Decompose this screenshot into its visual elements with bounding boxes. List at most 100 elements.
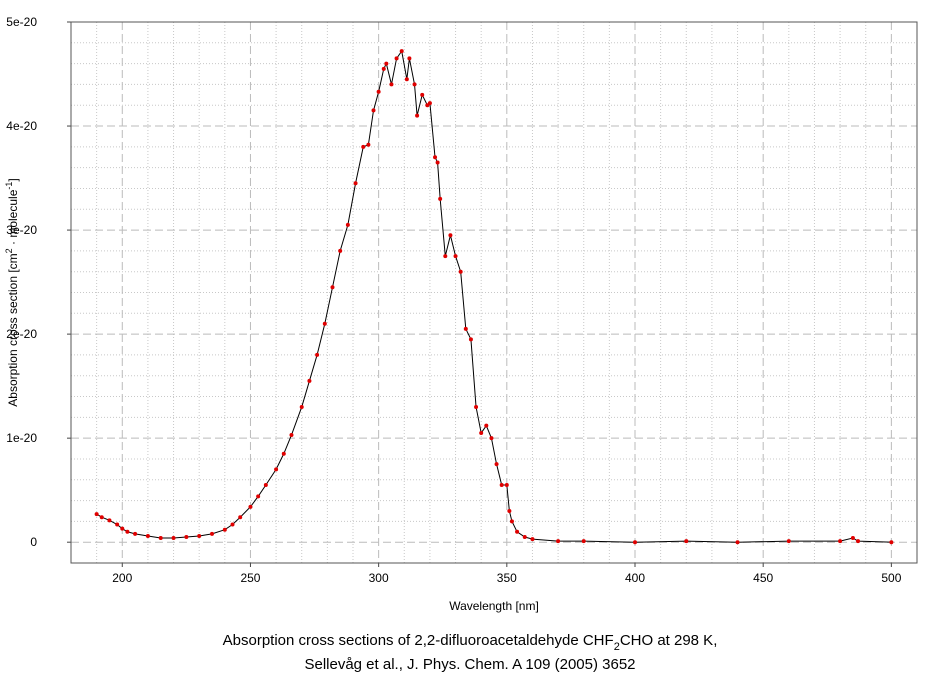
data-point bbox=[338, 248, 343, 253]
data-point bbox=[322, 321, 327, 326]
data-point bbox=[474, 404, 479, 409]
x-tick-label: 350 bbox=[497, 571, 517, 585]
y-axis-label-part: -1 bbox=[4, 182, 14, 190]
plot-frame bbox=[70, 21, 918, 564]
data-point bbox=[289, 433, 294, 438]
data-point bbox=[145, 533, 150, 538]
data-point bbox=[353, 181, 358, 186]
data-point bbox=[94, 512, 99, 517]
y-tick-label: 1e-20 bbox=[6, 431, 37, 445]
data-point bbox=[389, 82, 394, 87]
data-point bbox=[850, 536, 855, 541]
data-point bbox=[376, 89, 381, 94]
data-point bbox=[889, 540, 894, 545]
chart-title: Sellevåg et al., J. Phys. Chem. A 109 (2… bbox=[304, 656, 635, 673]
data-point bbox=[256, 494, 261, 499]
data-point bbox=[299, 404, 304, 409]
data-point bbox=[399, 49, 404, 54]
data-point bbox=[366, 142, 371, 147]
data-point bbox=[856, 539, 861, 544]
data-point bbox=[210, 531, 214, 536]
data-point bbox=[107, 518, 112, 523]
data-point bbox=[522, 534, 527, 539]
data-point bbox=[489, 436, 494, 441]
y-axis-label-part: 2 bbox=[4, 248, 14, 253]
data-point bbox=[197, 533, 202, 538]
data-point bbox=[479, 430, 484, 435]
x-tick-label: 400 bbox=[625, 571, 645, 585]
data-point bbox=[458, 269, 463, 274]
data-point bbox=[433, 155, 438, 160]
y-tick-label: 2e-20 bbox=[6, 327, 37, 341]
data-point bbox=[438, 196, 443, 201]
data-point bbox=[515, 529, 520, 534]
y-tick-label: 3e-20 bbox=[6, 223, 37, 237]
data-point bbox=[581, 539, 586, 544]
data-point bbox=[448, 233, 453, 238]
data-point bbox=[838, 539, 843, 544]
chart-title-part: 2 bbox=[614, 641, 620, 653]
data-point bbox=[361, 144, 366, 149]
data-point bbox=[281, 451, 286, 456]
data-point bbox=[248, 504, 253, 509]
data-point bbox=[507, 508, 512, 513]
data-point bbox=[307, 378, 312, 383]
data-point bbox=[443, 254, 448, 259]
data-point bbox=[786, 539, 791, 544]
data-point bbox=[453, 254, 458, 259]
x-tick-label: 500 bbox=[881, 571, 901, 585]
x-axis-label: Wavelength [nm] bbox=[449, 599, 539, 613]
data-point bbox=[420, 92, 425, 97]
data-point bbox=[412, 82, 417, 87]
data-point bbox=[371, 108, 376, 113]
data-point bbox=[133, 531, 138, 536]
data-point bbox=[407, 56, 412, 61]
data-point bbox=[463, 326, 468, 331]
data-point bbox=[125, 529, 130, 534]
y-tick-label: 5e-20 bbox=[6, 15, 37, 29]
data-point bbox=[509, 519, 514, 524]
x-tick-label: 300 bbox=[369, 571, 389, 585]
chart-title-part: Sellevåg et al., J. Phys. Chem. A 109 (2… bbox=[304, 656, 635, 673]
data-point bbox=[222, 527, 227, 532]
data-point bbox=[735, 540, 740, 545]
data-point bbox=[499, 482, 504, 487]
data-point bbox=[530, 537, 535, 542]
data-point bbox=[484, 423, 489, 428]
data-line bbox=[96, 49, 892, 543]
data-point bbox=[230, 522, 235, 527]
data-point bbox=[184, 534, 189, 539]
y-axis-label-part: · molecule bbox=[6, 189, 20, 248]
x-tick-label: 450 bbox=[753, 571, 773, 585]
data-point bbox=[684, 539, 689, 544]
data-point bbox=[115, 522, 120, 527]
data-point bbox=[435, 160, 440, 165]
chart-title-part: Absorption cross sections of 2,2-difluor… bbox=[223, 632, 614, 649]
data-point bbox=[415, 113, 420, 118]
data-point bbox=[99, 515, 104, 520]
data-point bbox=[315, 352, 320, 357]
chart-title: Absorption cross sections of 2,2-difluor… bbox=[223, 632, 718, 653]
chart-title-part: CHO at 298 K, bbox=[620, 632, 718, 649]
y-axis-label-part: ] bbox=[6, 178, 20, 181]
data-point bbox=[120, 526, 125, 531]
data-point bbox=[263, 482, 268, 487]
data-point bbox=[381, 66, 386, 71]
data-point bbox=[504, 482, 509, 487]
data-point bbox=[556, 539, 561, 544]
data-point bbox=[330, 285, 335, 290]
data-point bbox=[427, 101, 432, 106]
data-point bbox=[468, 337, 473, 342]
data-point bbox=[384, 61, 389, 66]
data-point bbox=[345, 222, 350, 227]
y-axis-label: Absorption cross section [cm2 · molecule… bbox=[4, 178, 20, 406]
data-point bbox=[171, 536, 176, 541]
y-tick-label: 4e-20 bbox=[6, 119, 37, 133]
y-axis-label-part: Absorption cross section [cm bbox=[6, 253, 20, 406]
data-point bbox=[494, 462, 499, 467]
x-tick-label: 250 bbox=[240, 571, 260, 585]
data-point bbox=[158, 536, 163, 541]
data-point bbox=[274, 467, 279, 472]
data-point bbox=[404, 77, 409, 82]
